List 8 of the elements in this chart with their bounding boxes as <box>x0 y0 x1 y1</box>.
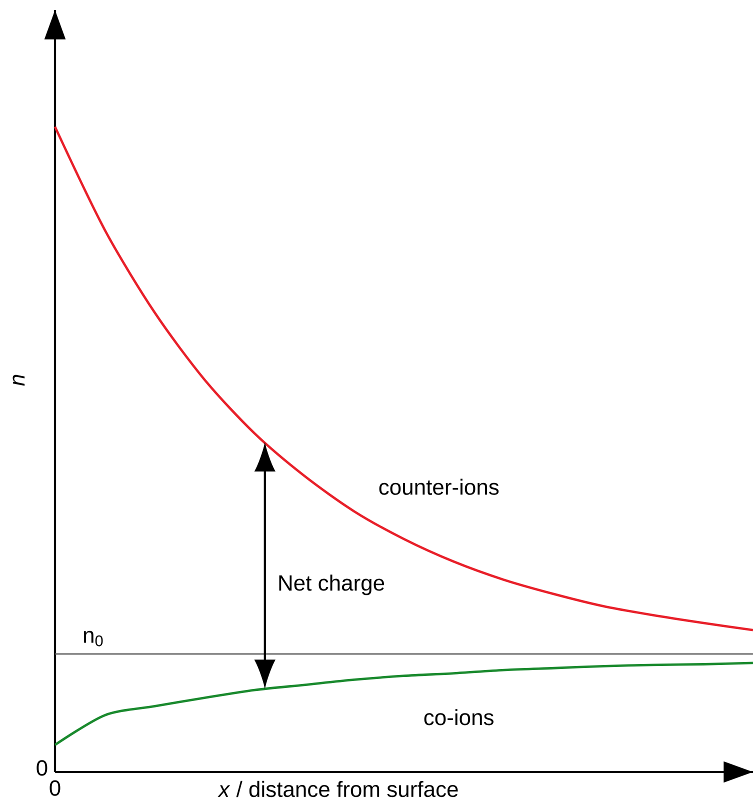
text: 0 <box>50 780 60 796</box>
x-axis-title: x / distance from surface <box>218 780 458 798</box>
series-label: counter-ions <box>379 478 499 495</box>
text: 0 <box>36 760 48 776</box>
ref-line-label: n$_{0}$ <box>84 630 103 646</box>
annotation: Net charge <box>279 574 384 596</box>
series-label: co-ions <box>424 709 494 726</box>
y-axis-title: n <box>12 374 25 386</box>
